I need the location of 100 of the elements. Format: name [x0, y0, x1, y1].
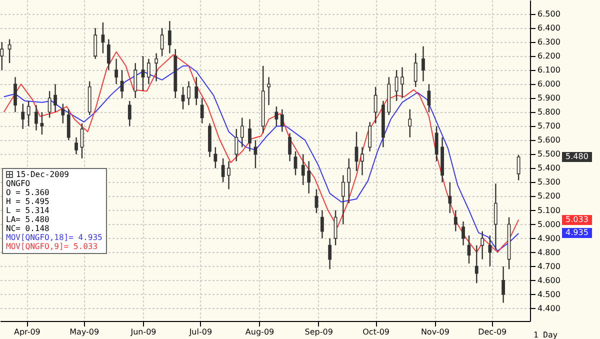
candlestick — [227, 160, 230, 190]
y-tick-label: 6.100 — [538, 66, 560, 75]
annotation: LA= 5.480 — [6, 215, 50, 224]
y-tick-label: 5.500 — [538, 150, 560, 159]
candlestick — [328, 238, 332, 270]
candlestick — [240, 117, 244, 148]
y-tick-label: 5.300 — [538, 178, 560, 187]
candlestick — [480, 230, 484, 260]
candlestick — [422, 46, 425, 82]
candlestick — [34, 104, 38, 131]
x-tick-label: Nov-09 — [420, 328, 450, 336]
x-tick-label: Dec-09 — [478, 328, 507, 336]
candlestick — [374, 86, 378, 124]
candlestick — [128, 100, 132, 127]
candlestick — [280, 108, 284, 132]
candlestick — [502, 266, 506, 304]
y-tick-label: 5.600 — [538, 136, 560, 145]
candlestick — [21, 103, 25, 130]
candlestick — [48, 90, 52, 118]
candlestick — [168, 20, 172, 54]
candlestick — [408, 108, 412, 138]
annotation: MOV[QNGFO,18]= 4.935 — [6, 233, 102, 242]
candlestick — [494, 183, 498, 250]
text: 4.935 — [562, 228, 592, 238]
candlestick — [94, 27, 98, 60]
x-tick-label: Apr-09 — [14, 328, 40, 336]
candlestick — [141, 55, 145, 92]
candlestick — [248, 118, 252, 152]
candlestick — [414, 52, 418, 88]
candlestick — [114, 58, 118, 85]
y-tick-label: 4.500 — [538, 290, 560, 299]
x-tick-label: May-09 — [70, 328, 100, 336]
y-tick-label: 5.000 — [538, 220, 560, 229]
candlestick — [394, 69, 398, 102]
candlestick — [427, 84, 431, 113]
annotation: H = 5.495 — [6, 197, 50, 206]
candlestick — [341, 174, 345, 225]
y-tick-label: 5.900 — [538, 94, 560, 103]
candlestick — [14, 76, 17, 113]
candlestick — [347, 158, 351, 204]
candlestick — [320, 210, 324, 239]
candlestick — [181, 86, 185, 110]
y-tick-label: 6.300 — [538, 38, 560, 47]
candlestick — [8, 38, 12, 64]
candlestick — [74, 136, 78, 155]
candlestick — [462, 220, 465, 246]
candlestick — [194, 76, 198, 106]
candlestick — [221, 158, 225, 183]
candlestick — [26, 100, 30, 127]
candlestick — [187, 80, 190, 106]
x-tick-label: Aug-09 — [245, 328, 274, 336]
text: 5.033 — [562, 214, 592, 225]
candlestick — [40, 112, 44, 136]
candlestick — [147, 58, 150, 85]
x-tick-label: Oct-09 — [362, 328, 390, 336]
candlestick — [301, 154, 305, 186]
y-tick-label: 6.000 — [538, 80, 560, 89]
y-tick-label: 6.500 — [538, 10, 560, 19]
candlestick — [160, 27, 164, 57]
y-tick-label: 4.800 — [538, 248, 560, 257]
candlestick — [200, 98, 204, 124]
x-tick-label: Jul-09 — [188, 328, 212, 336]
annotation: MOV[QNGFO,9]= 5.033 — [6, 242, 99, 251]
candlestick — [61, 103, 65, 124]
candlestick — [474, 244, 478, 284]
y-tick-label: 4.700 — [538, 262, 560, 271]
text: 5.480 — [562, 152, 592, 162]
y-tick-label: 5.400 — [538, 164, 560, 173]
y-tick-label: 5.100 — [538, 206, 560, 215]
candlestick — [101, 22, 105, 54]
candlestick — [360, 146, 364, 176]
candlestick — [66, 108, 70, 141]
x-axis-title: 1 Day — [534, 330, 558, 339]
candlestick — [154, 52, 158, 82]
candlestick — [134, 62, 138, 99]
candlestick — [214, 146, 218, 169]
annotation: O = 5.360 — [6, 188, 50, 197]
candlestick — [516, 154, 520, 181]
candlestick — [234, 128, 238, 162]
candlestick — [454, 210, 458, 232]
annotation: QNGFO — [6, 179, 32, 188]
candlestick — [307, 160, 311, 194]
candlestick — [288, 132, 292, 162]
candlestick — [434, 126, 438, 162]
candlestick — [106, 38, 110, 71]
candlestick — [267, 76, 271, 106]
y-tick-label: 4.900 — [538, 234, 560, 243]
candlestick — [400, 66, 404, 99]
y-tick-label: 6.400 — [538, 24, 560, 33]
candlestick — [54, 84, 57, 113]
annotation: 15-Dec-2009 — [16, 170, 69, 179]
candlestick — [274, 106, 278, 127]
y-tick-label: 5.200 — [538, 192, 560, 201]
annotation: L = 5.314 — [6, 206, 50, 215]
annotation: NC= 0.148 — [6, 224, 50, 233]
x-tick-label: Jun-09 — [130, 328, 156, 336]
candlestick — [448, 182, 452, 214]
y-tick-label: 4.400 — [538, 304, 560, 313]
x-tick-label: Sep-09 — [304, 328, 333, 336]
candlestick — [368, 121, 372, 152]
